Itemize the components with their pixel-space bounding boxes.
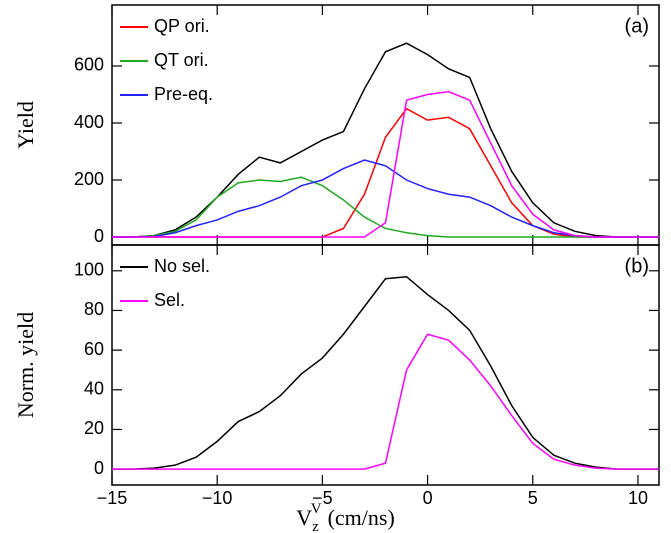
y-tick-label: 0 xyxy=(94,458,104,478)
legend-label: Pre-eq. xyxy=(154,84,213,104)
x-tick-label: 0 xyxy=(423,488,433,508)
y-axis-label: Yield xyxy=(13,101,38,149)
data-line xyxy=(112,176,659,238)
legend-label: Sel. xyxy=(154,290,185,310)
x-tick-label: −5 xyxy=(312,488,333,508)
x-label-unit: (cm/ns) xyxy=(328,505,395,530)
legend-label: QT ori. xyxy=(154,50,209,70)
x-label-base: V xyxy=(296,505,312,530)
data-line xyxy=(112,159,659,238)
x-tick-label: −10 xyxy=(202,488,233,508)
plot-frame xyxy=(111,244,660,486)
y-tick-label: 400 xyxy=(74,112,104,132)
x-axis-label: VzV (cm/ns) xyxy=(296,501,395,533)
y-tick-label: 100 xyxy=(74,260,104,280)
legend-label: QP ori. xyxy=(154,16,210,36)
x-tick-label: 10 xyxy=(628,488,648,508)
y-tick-label: 200 xyxy=(74,169,104,189)
x-tick-label: 5 xyxy=(528,488,538,508)
y-tick-label: 40 xyxy=(84,379,104,399)
plot-frame xyxy=(111,4,660,246)
data-line xyxy=(112,275,659,470)
y-axis-label: Norm. yield xyxy=(13,312,38,418)
panel-label: (a) xyxy=(625,15,649,37)
legend-label: No sel. xyxy=(154,256,210,276)
y-tick-label: 600 xyxy=(74,55,104,75)
data-line xyxy=(112,90,659,238)
y-tick-label: 60 xyxy=(84,339,104,359)
data-line xyxy=(112,42,659,238)
x-label-sup: V xyxy=(311,501,322,517)
x-label-sub: z xyxy=(312,519,319,533)
y-tick-label: 80 xyxy=(84,299,104,319)
y-tick-label: 20 xyxy=(84,418,104,438)
panel-label: (b) xyxy=(625,255,649,277)
data-line xyxy=(112,333,659,470)
x-tick-label: −15 xyxy=(97,488,128,508)
y-tick-label: 0 xyxy=(94,226,104,246)
